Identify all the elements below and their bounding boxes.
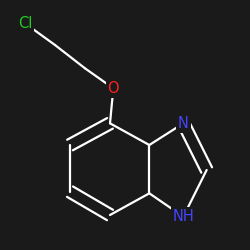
Text: N: N xyxy=(178,116,189,131)
Text: NH: NH xyxy=(172,209,194,224)
Text: O: O xyxy=(108,81,119,96)
Text: Cl: Cl xyxy=(18,16,32,31)
